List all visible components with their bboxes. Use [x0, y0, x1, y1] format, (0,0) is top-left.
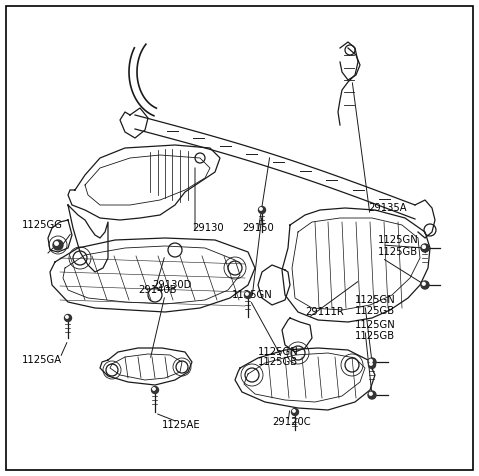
Text: 1125GB: 1125GB — [378, 247, 418, 257]
Circle shape — [293, 410, 295, 412]
Circle shape — [421, 244, 429, 252]
Circle shape — [55, 242, 58, 245]
Circle shape — [53, 240, 63, 250]
Text: 29135A: 29135A — [368, 203, 407, 213]
Circle shape — [292, 408, 298, 416]
Circle shape — [421, 281, 429, 289]
Circle shape — [422, 245, 429, 251]
Text: 1125GN: 1125GN — [232, 290, 273, 300]
Text: 1125AE: 1125AE — [162, 420, 201, 430]
Circle shape — [423, 246, 425, 248]
Text: 1125GB: 1125GB — [355, 306, 395, 316]
Text: 29140B: 29140B — [138, 285, 176, 295]
Circle shape — [422, 282, 425, 285]
Circle shape — [259, 207, 265, 214]
Text: 29111R: 29111R — [305, 307, 344, 317]
Circle shape — [422, 246, 425, 248]
Circle shape — [66, 316, 68, 318]
Circle shape — [65, 315, 71, 321]
Text: 1125GN: 1125GN — [378, 235, 419, 245]
Circle shape — [370, 363, 372, 365]
Circle shape — [153, 388, 155, 390]
Text: 29130D: 29130D — [152, 280, 192, 290]
Circle shape — [246, 293, 248, 295]
Circle shape — [369, 392, 372, 395]
Circle shape — [244, 291, 251, 298]
Text: 1125GB: 1125GB — [258, 357, 298, 367]
Circle shape — [368, 358, 376, 366]
Text: 1125GG: 1125GG — [22, 220, 63, 230]
Circle shape — [151, 387, 159, 394]
Text: 29150: 29150 — [242, 223, 274, 233]
Circle shape — [369, 359, 372, 362]
Text: 1125GB: 1125GB — [355, 331, 395, 341]
Text: 1125GN: 1125GN — [355, 295, 396, 305]
Text: 29120C: 29120C — [272, 417, 310, 427]
Circle shape — [368, 391, 376, 399]
Text: 1125GN: 1125GN — [258, 347, 299, 357]
Circle shape — [260, 208, 262, 210]
Text: 1125GN: 1125GN — [355, 320, 396, 330]
Circle shape — [368, 361, 376, 368]
Text: 29130: 29130 — [192, 223, 224, 233]
Text: 1125GA: 1125GA — [22, 355, 62, 365]
